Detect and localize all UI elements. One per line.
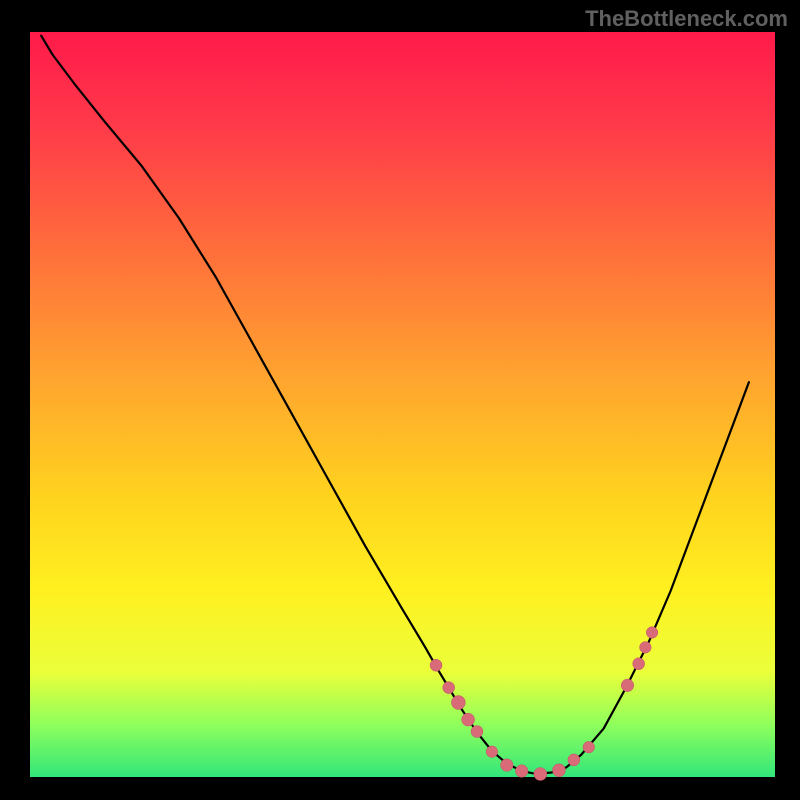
bottleneck-curve-chart (0, 0, 800, 800)
watermark-text: TheBottleneck.com (585, 6, 788, 32)
data-point (621, 679, 634, 692)
data-point (515, 765, 528, 778)
data-point (552, 764, 565, 777)
data-point (633, 658, 645, 670)
data-point (501, 759, 514, 772)
data-point (534, 768, 547, 781)
data-point (583, 741, 595, 753)
data-point (486, 746, 498, 758)
data-point (451, 696, 465, 710)
data-point (568, 754, 580, 766)
plot-background (30, 32, 775, 777)
chart-container: TheBottleneck.com (0, 0, 800, 800)
data-point (640, 642, 652, 654)
data-point (443, 682, 455, 694)
data-point (471, 726, 483, 738)
data-point (430, 659, 442, 671)
data-point (462, 713, 475, 726)
data-point (646, 627, 658, 639)
